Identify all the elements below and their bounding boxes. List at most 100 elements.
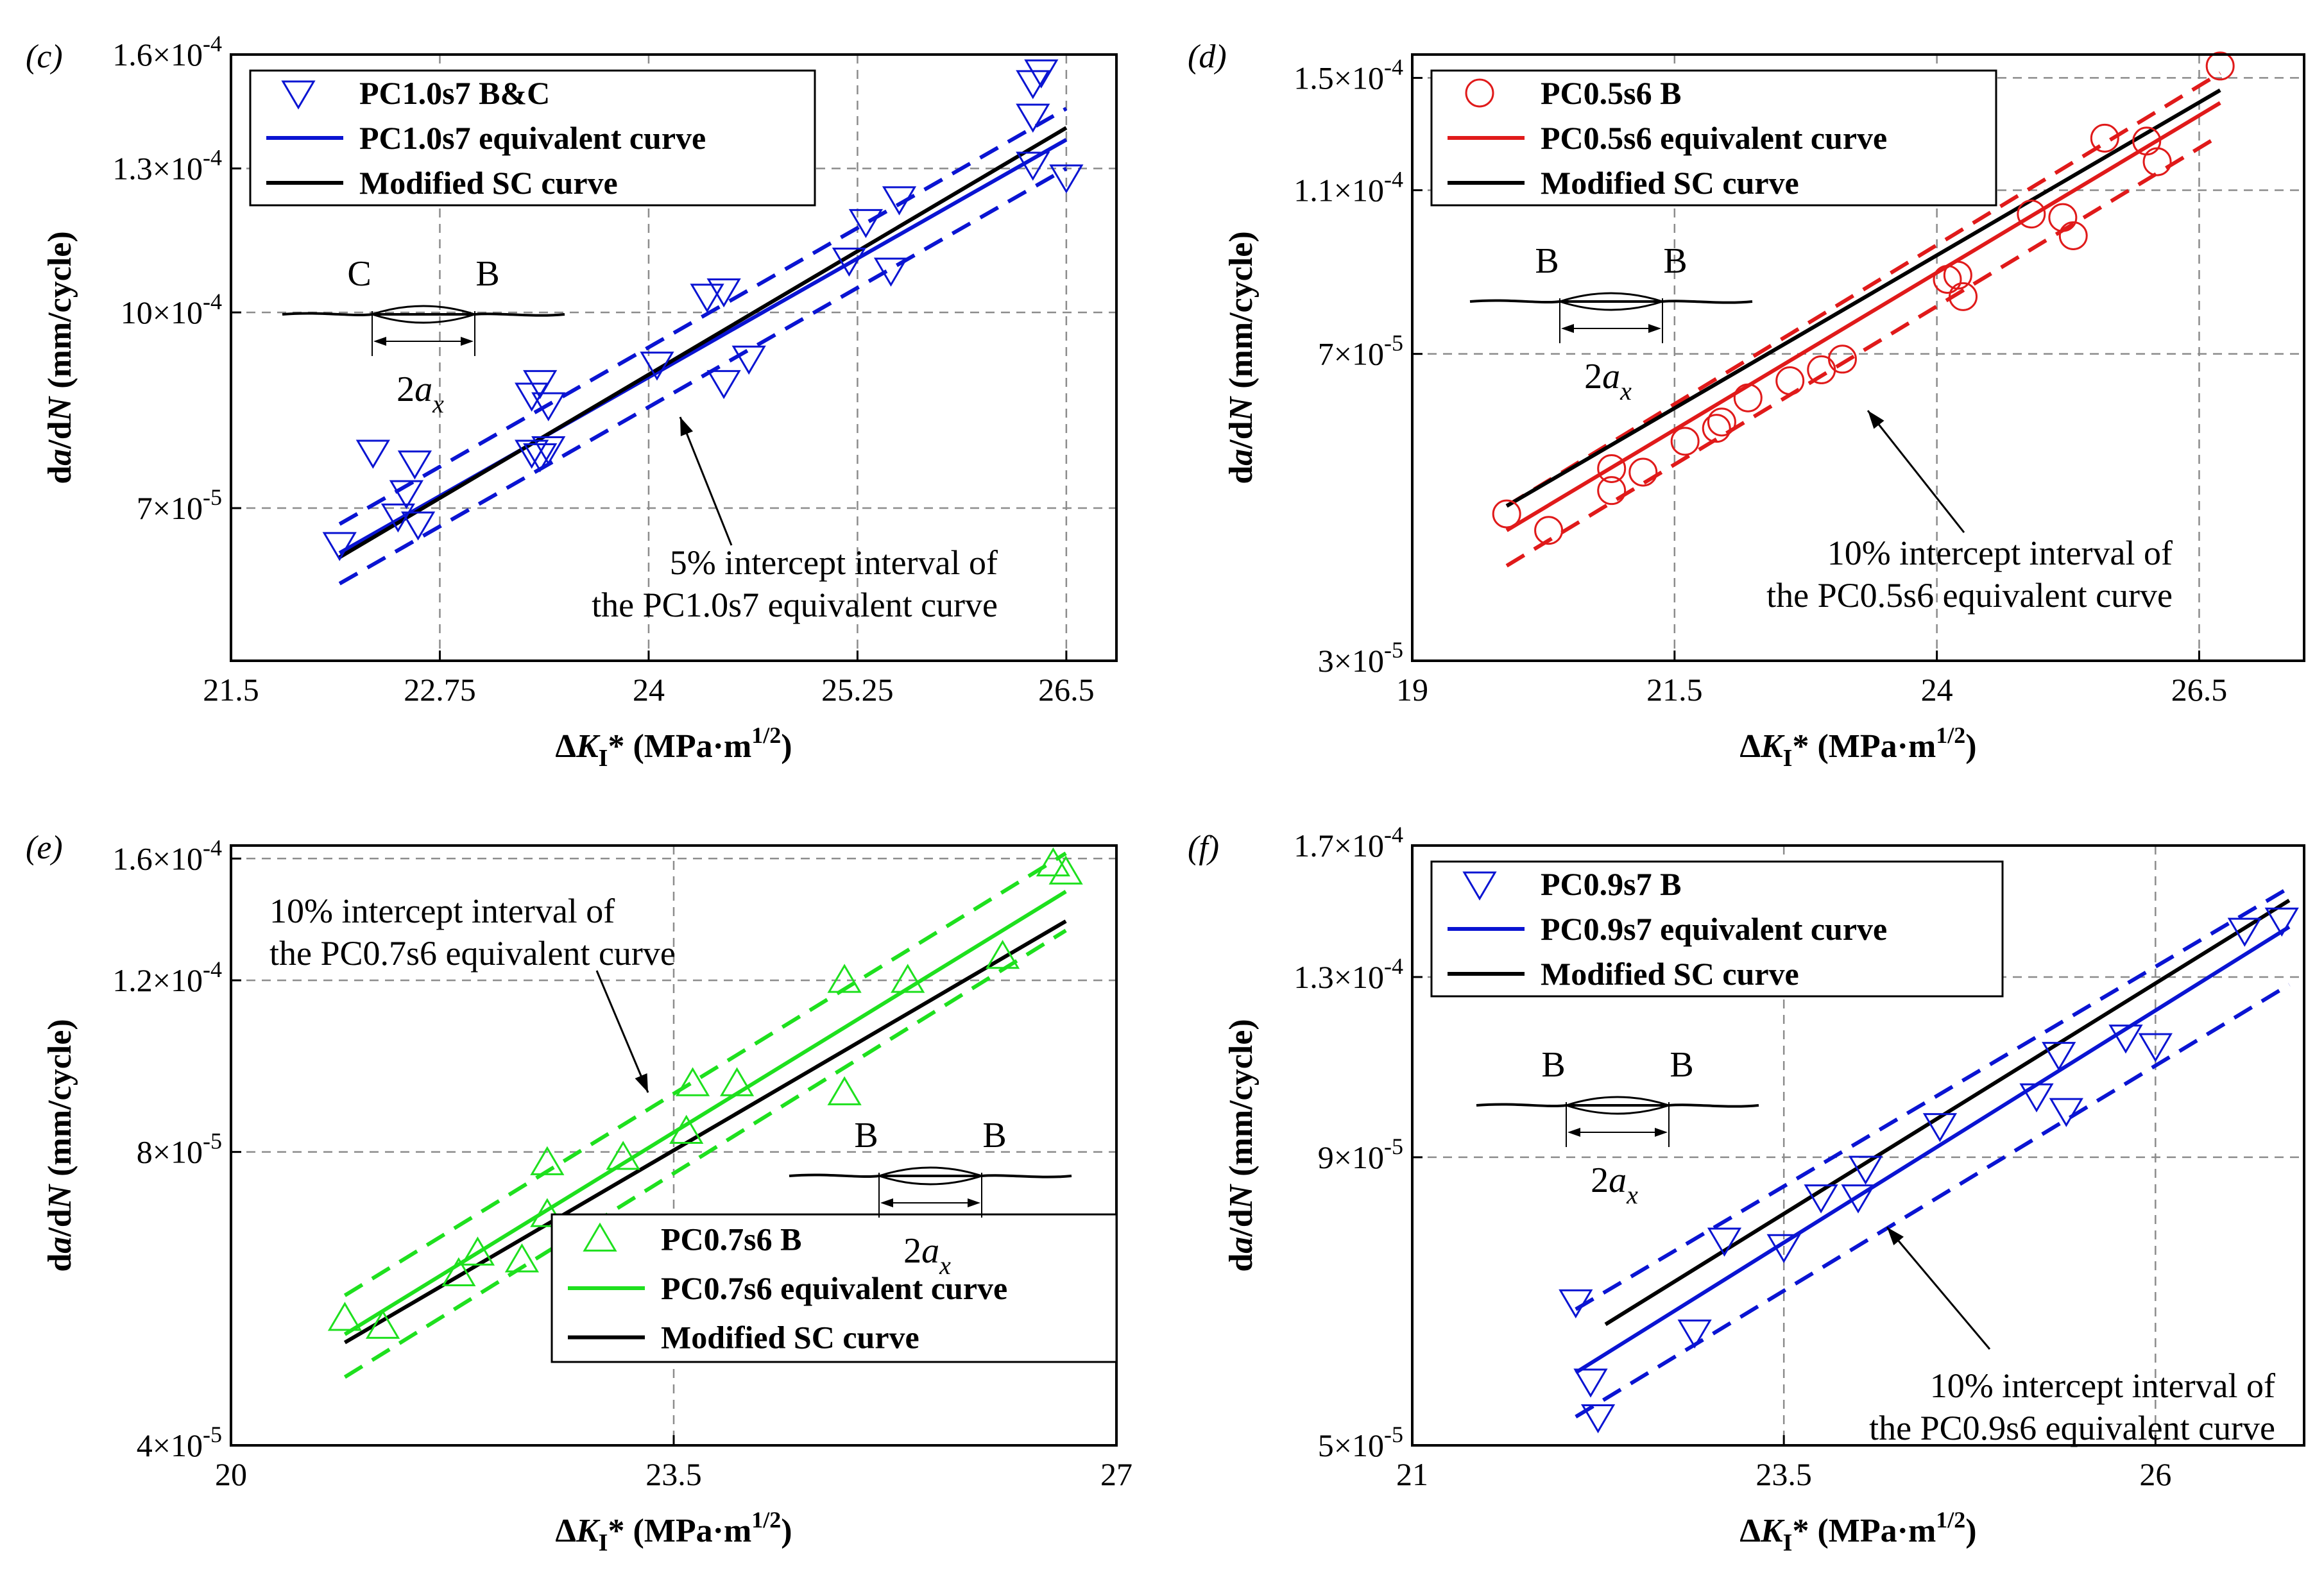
x-tick-label-2: 26 <box>2139 1456 2171 1492</box>
x-tick-label-1: 23.5 <box>1756 1456 1812 1492</box>
data-point-1 <box>1534 516 1564 545</box>
band-upper-line <box>1575 886 2291 1311</box>
chart-panel-e: 20 23.5 27 4×10-5 8×10-5 1.2×10-4 1.6×10-4 (e) Δ… <box>26 829 1132 1556</box>
data-point-9 <box>1922 1113 1958 1143</box>
data-point-17 <box>2058 221 2088 251</box>
data-point-9 <box>515 439 549 469</box>
data-point-12 <box>640 352 674 381</box>
modified-sc-curve-line <box>343 919 1067 1345</box>
legend-label-0: PC0.9s7 B <box>1541 866 1681 902</box>
legend: PC0.9s7 B PC0.9s7 equivalent curve Modifie… <box>1430 860 2004 998</box>
data-point-13 <box>690 284 724 313</box>
annotation-line-0: 5% intercept interval of <box>670 543 998 582</box>
data-point-11 <box>2042 1042 2076 1071</box>
y-axis-label: da/dN (mm/cycle) <box>1223 1019 1260 1272</box>
plot-frame <box>1411 844 2305 1447</box>
x-tick-label-1: 21.5 <box>1646 672 1703 708</box>
legend-label-0: PC0.5s6 B <box>1541 75 1681 111</box>
data-point-1 <box>1573 1368 1608 1398</box>
data-point-15 <box>1036 847 1071 877</box>
schematic-left-label: B <box>1541 1045 1565 1085</box>
data-point-16 <box>2048 203 2078 232</box>
data-point-legend <box>1462 871 1497 901</box>
ticks: 20 23.5 27 4×10-5 8×10-5 1.2×10-4 1.6×10-4 <box>112 835 1132 1492</box>
schematic-right-label: B <box>475 254 499 294</box>
data-point-9 <box>1775 366 1805 396</box>
legend-box <box>249 69 816 207</box>
data-point-0 <box>1559 1289 1593 1319</box>
y-axis-label: da/dN (mm/cycle) <box>42 1019 78 1272</box>
data-point-11 <box>1827 344 1857 374</box>
y-tick-label-0: 5×10-5 <box>1318 1422 1403 1463</box>
data-point-6 <box>1702 414 1731 443</box>
annotation-arrowhead <box>1868 411 1884 429</box>
data-point-11 <box>531 436 566 466</box>
panel-label: (f) <box>1188 829 1219 866</box>
annotation-line-1: the PC0.7s6 equivalent curve <box>269 934 676 973</box>
legend-label-0: PC0.7s6 B <box>661 1221 801 1257</box>
crack-schematic: B B 2ax <box>1469 241 1753 405</box>
data-point-2 <box>1597 476 1627 506</box>
data-points <box>322 59 1084 561</box>
y-tick-label-0: 7×10-5 <box>137 484 222 526</box>
data-point-18 <box>848 208 884 239</box>
annotation-arrowhead <box>1887 1227 1904 1246</box>
schematic-arrowhead-right <box>968 1198 980 1207</box>
y-tick-label-0: 3×10-5 <box>1318 637 1403 679</box>
annotation-line-1: the PC0.9s6 equivalent curve <box>1869 1409 2275 1447</box>
legend-box <box>1430 860 2004 998</box>
schematic-left-label: C <box>347 254 371 294</box>
y-tick-label-1: 8×10-5 <box>137 1128 222 1170</box>
schematic-surface <box>282 312 565 317</box>
plot-frame <box>1411 53 2305 662</box>
schematic-width-label: 2ax <box>903 1231 951 1280</box>
crack-schematic: B B 2ax <box>789 1116 1072 1280</box>
legend-label-2: Modified SC curve <box>1541 956 1799 992</box>
legend-label-0: PC1.0s7 B&C <box>359 75 550 111</box>
legend-label-2: Modified SC curve <box>359 165 618 201</box>
data-point-6 <box>530 1146 565 1175</box>
schematic-right-label: B <box>1670 1045 1693 1085</box>
data-point-16 <box>2264 907 2299 937</box>
x-axis-label: ΔKI* (MPa·m1/2) <box>1739 1507 1976 1556</box>
data-point-8 <box>669 1114 704 1144</box>
x-tick-label-4: 26.5 <box>1038 672 1095 708</box>
data-point-5 <box>400 511 436 541</box>
schematic-surface <box>789 1173 1072 1178</box>
annotation-line-0: 10% intercept interval of <box>1930 1366 2275 1405</box>
data-point-18 <box>2090 123 2119 153</box>
data-point-2 <box>1580 1404 1616 1434</box>
schematic-arrowhead-right <box>1648 324 1661 333</box>
data-point-14 <box>706 278 741 308</box>
x-tick-label-2: 24 <box>1921 672 1953 708</box>
band-upper-line <box>343 851 1067 1297</box>
modified-sc-curve-line <box>1505 88 2221 508</box>
y-tick-label-2: 1.3×10-4 <box>112 145 222 187</box>
data-point-14 <box>985 939 1020 969</box>
data-points <box>1492 51 2235 545</box>
data-point-21 <box>2205 51 2235 81</box>
data-point-10 <box>523 443 558 473</box>
equivalent-curve-line <box>1575 925 2291 1375</box>
annotation-arrow-line <box>595 970 649 1093</box>
schematic-arrowhead-right <box>461 337 474 346</box>
data-point-4 <box>504 1243 540 1273</box>
data-point-1 <box>355 439 390 469</box>
data-point-15 <box>2227 917 2262 947</box>
data-point-13 <box>1943 260 1972 290</box>
data-point-10 <box>719 1067 755 1096</box>
y-tick-label-1: 7×10-5 <box>1318 330 1403 372</box>
data-point-0 <box>322 532 357 561</box>
x-tick-label-0: 21 <box>1396 1456 1428 1492</box>
data-point-5 <box>1670 427 1700 456</box>
annotation: 5% intercept interval of the PC1.0s7 equi… <box>592 416 998 624</box>
x-axis-label: ΔKI* (MPa·m1/2) <box>555 722 792 772</box>
data-point-0 <box>1492 499 1521 529</box>
data-point-3 <box>1677 1319 1712 1349</box>
data-point-20 <box>882 186 917 216</box>
y-tick-label-3: 1.7×10-4 <box>1294 822 1403 863</box>
annotation-arrowhead <box>635 1073 648 1093</box>
data-point-13 <box>2108 1025 2143 1054</box>
x-tick-label-2: 27 <box>1100 1456 1132 1492</box>
schematic-arrowhead-right <box>1655 1128 1668 1137</box>
